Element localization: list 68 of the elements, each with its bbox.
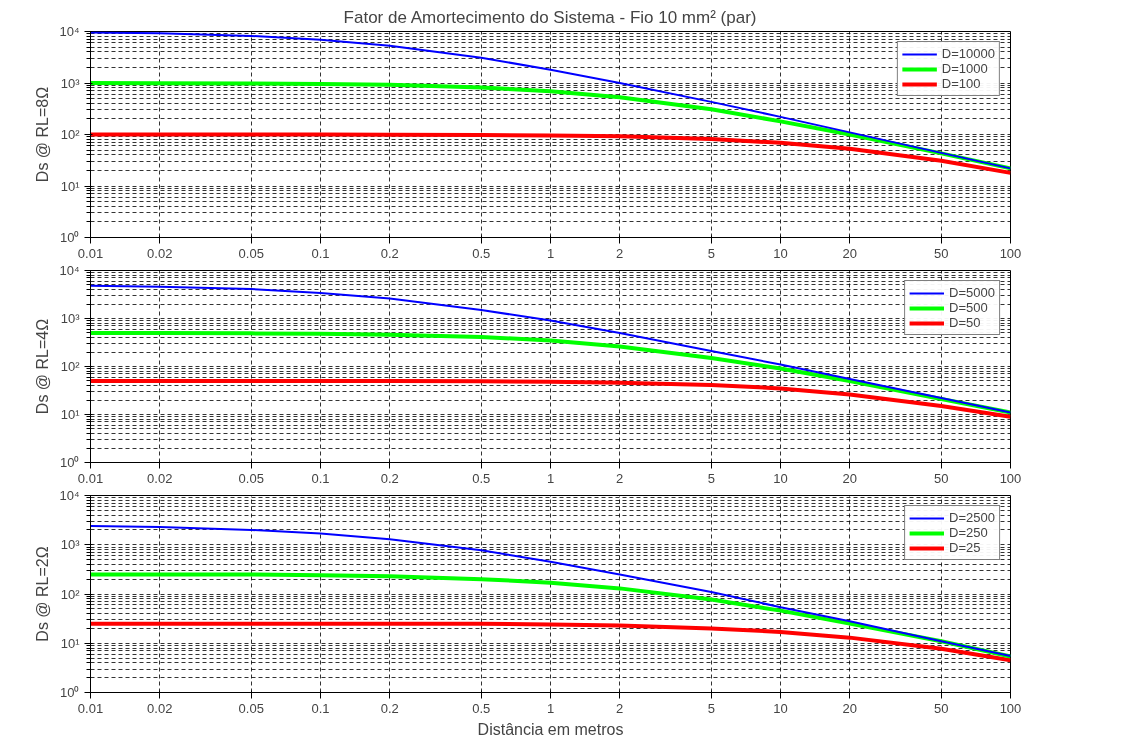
x-tick-label: 10 <box>773 470 788 486</box>
x-tick-label: 50 <box>934 245 949 261</box>
y-tick-label: 10⁴ <box>59 488 80 503</box>
x-tick-label: 0.5 <box>472 700 491 716</box>
x-tick-label: 10 <box>773 700 788 716</box>
x-tick-label: 0.2 <box>380 245 399 261</box>
legend-label: D=25 <box>949 540 981 555</box>
x-tick-label: 0.1 <box>311 470 330 486</box>
x-tick-label: 0.02 <box>147 470 173 486</box>
x-tick-label: 2 <box>616 245 624 261</box>
x-tick-label: 0.1 <box>311 700 330 716</box>
x-tick-label: 0.1 <box>311 245 330 261</box>
y-tick-label: 10³ <box>60 537 81 553</box>
legend-label: D=10000 <box>941 46 995 61</box>
x-tick-label: 0.05 <box>238 470 264 486</box>
x-tick-label: 0.05 <box>238 245 264 261</box>
x-tick-label: 0.01 <box>77 245 104 261</box>
x-tick-label: 100 <box>999 700 1022 716</box>
y-tick-label: 10⁴ <box>59 263 80 278</box>
x-tick-label: 1 <box>546 470 555 486</box>
x-tick-label: 0.2 <box>380 470 399 486</box>
y-tick-label: 10⁰ <box>60 455 80 470</box>
x-tick-label: 0.02 <box>147 700 173 716</box>
x-axis-title: Distância em metros <box>477 720 624 738</box>
legend-label: D=250 <box>949 525 988 540</box>
x-tick-label: 1 <box>546 245 555 261</box>
y-tick-label: 10⁰ <box>60 230 80 245</box>
x-tick-label: 2 <box>616 700 624 716</box>
x-tick-label: 0.5 <box>472 470 491 486</box>
y-tick-label: 10¹ <box>60 178 81 194</box>
x-tick-label: 20 <box>842 245 857 261</box>
x-tick-label: 0.2 <box>380 700 399 716</box>
x-tick-label: 0.02 <box>147 245 173 261</box>
x-tick-label: 5 <box>707 700 715 716</box>
legend-label: D=5000 <box>949 285 995 300</box>
y-tick-label: 10⁴ <box>59 24 80 39</box>
y-axis-title: Ds @ RL=2Ω <box>34 546 52 642</box>
legend-label: D=1000 <box>941 61 988 76</box>
y-tick-label: 10³ <box>60 75 81 91</box>
y-tick-label: 10² <box>60 127 81 142</box>
x-tick-label: 1 <box>546 700 555 716</box>
x-tick-label: 50 <box>934 700 949 716</box>
x-tick-label: 100 <box>999 245 1022 261</box>
y-axis-title: Ds @ RL=4Ω <box>34 318 52 415</box>
x-tick-label: 100 <box>999 470 1022 486</box>
x-tick-label: 10 <box>773 245 788 261</box>
y-axis-title: Ds @ RL=8Ω <box>34 86 52 183</box>
legend-label: D=2500 <box>949 510 995 525</box>
x-tick-label: 0.01 <box>77 700 104 716</box>
legend-label: D=50 <box>949 315 981 330</box>
x-tick-label: 2 <box>616 470 624 486</box>
x-tick-label: 0.5 <box>472 245 491 261</box>
y-tick-label: 10¹ <box>60 407 81 422</box>
y-tick-label: 10² <box>60 359 81 374</box>
x-tick-label: 50 <box>934 470 949 486</box>
y-tick-label: 10² <box>60 586 81 602</box>
y-tick-label: 10¹ <box>60 635 81 651</box>
x-tick-label: 20 <box>842 700 857 716</box>
y-tick-label: 10⁰ <box>60 685 80 700</box>
legend-label: D=100 <box>941 76 981 91</box>
x-tick-label: 0.05 <box>238 700 264 716</box>
x-tick-label: 0.01 <box>77 470 104 486</box>
legend-label: D=500 <box>949 300 988 315</box>
x-tick-label: 5 <box>707 470 715 486</box>
x-tick-label: 20 <box>842 470 857 486</box>
x-tick-label: 5 <box>707 245 715 261</box>
y-tick-label: 10³ <box>60 311 81 326</box>
chart-title: Fator de Amortecimento do Sistema - Fio 10 mm² (par) <box>343 7 757 27</box>
